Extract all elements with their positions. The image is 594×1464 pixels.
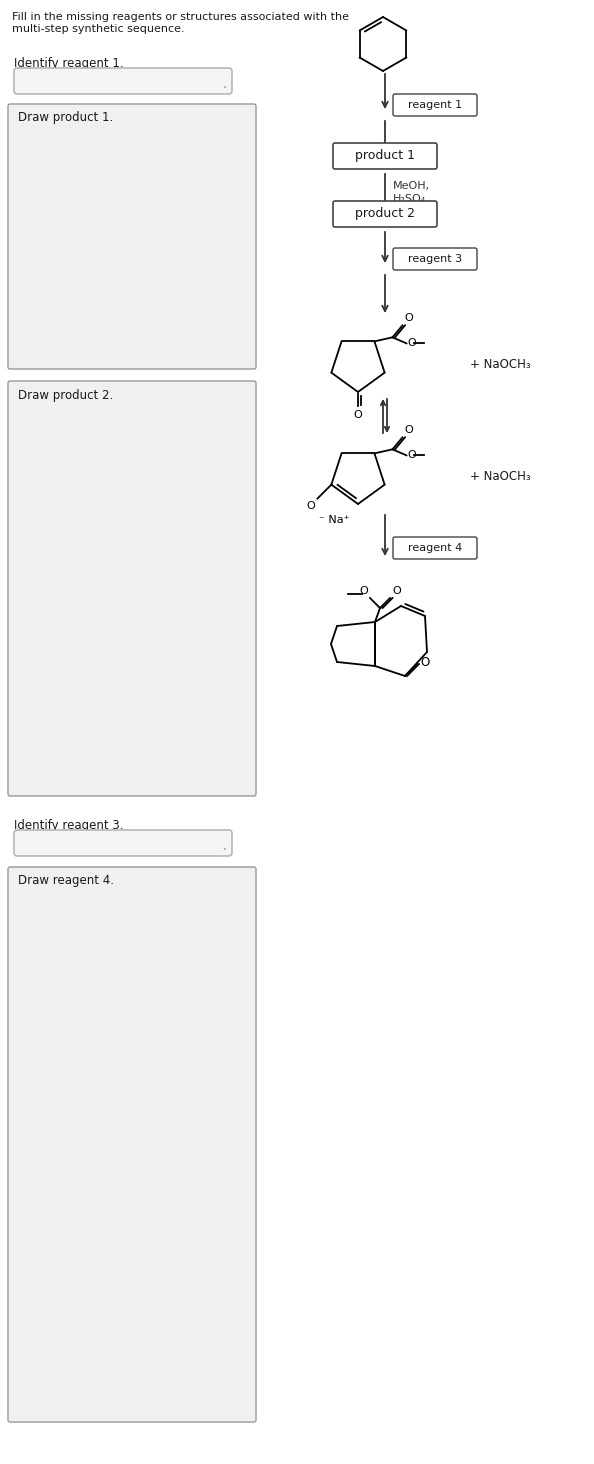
Text: + NaOCH₃: + NaOCH₃ [470, 357, 530, 370]
FancyBboxPatch shape [18, 114, 246, 362]
Text: O: O [407, 451, 416, 460]
Text: ˄: ˄ [222, 839, 226, 848]
Text: product 1: product 1 [355, 149, 415, 163]
Text: reagent 4: reagent 4 [408, 543, 462, 553]
Text: Identify reagent 3.: Identify reagent 3. [14, 818, 124, 832]
Text: ⁻ Na⁺: ⁻ Na⁺ [320, 515, 350, 524]
Text: ˄: ˄ [222, 76, 226, 85]
Text: O: O [407, 338, 416, 348]
FancyBboxPatch shape [18, 401, 246, 789]
Text: MeOH,: MeOH, [393, 182, 430, 190]
Text: O: O [405, 426, 413, 435]
Text: Identify reagent 1.: Identify reagent 1. [14, 57, 124, 70]
Text: multi-step synthetic sequence.: multi-step synthetic sequence. [12, 23, 185, 34]
FancyBboxPatch shape [14, 67, 232, 94]
Text: O: O [359, 586, 368, 596]
FancyBboxPatch shape [393, 537, 477, 559]
Text: reagent 1: reagent 1 [408, 100, 462, 110]
Text: H₂SO₄: H₂SO₄ [393, 195, 426, 203]
Text: O: O [420, 656, 429, 669]
FancyBboxPatch shape [393, 94, 477, 116]
Text: + NaOCH₃: + NaOCH₃ [470, 470, 530, 483]
FancyBboxPatch shape [8, 381, 256, 796]
FancyBboxPatch shape [8, 104, 256, 369]
FancyBboxPatch shape [393, 247, 477, 269]
FancyBboxPatch shape [333, 143, 437, 168]
FancyBboxPatch shape [8, 867, 256, 1422]
Text: O: O [392, 586, 401, 596]
FancyBboxPatch shape [14, 830, 232, 856]
Text: Draw product 2.: Draw product 2. [18, 389, 113, 403]
Text: Draw reagent 4.: Draw reagent 4. [18, 874, 114, 887]
Text: reagent 3: reagent 3 [408, 253, 462, 264]
FancyBboxPatch shape [18, 886, 246, 1416]
Text: product 2: product 2 [355, 208, 415, 221]
Text: Draw product 1.: Draw product 1. [18, 111, 113, 124]
Text: O: O [405, 313, 413, 324]
FancyBboxPatch shape [333, 201, 437, 227]
Text: O: O [307, 501, 315, 511]
Text: Fill in the missing reagents or structures associated with the: Fill in the missing reagents or structur… [12, 12, 349, 22]
Text: O: O [353, 410, 362, 420]
